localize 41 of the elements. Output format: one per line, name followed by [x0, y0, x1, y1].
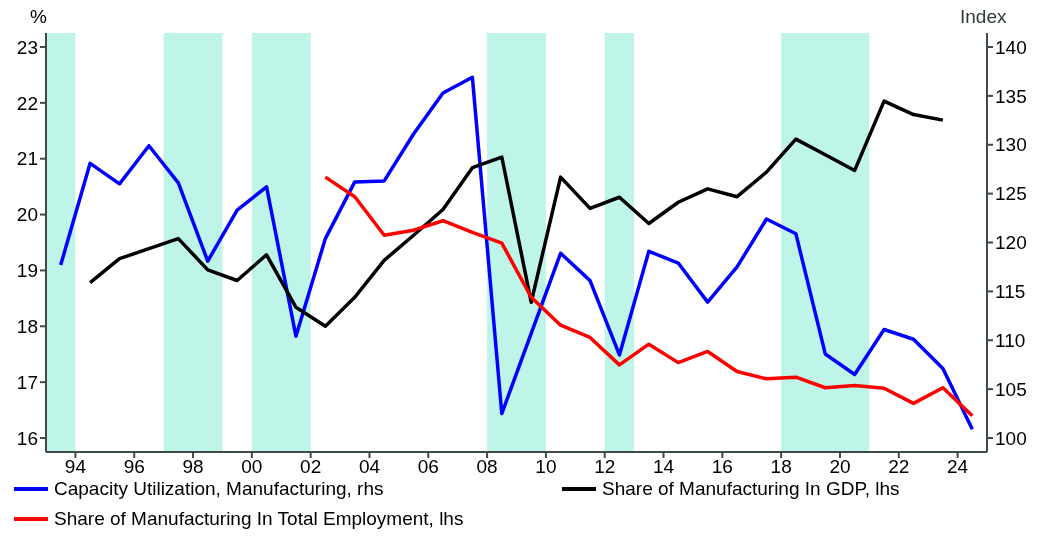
x-tick-label: 96 [123, 456, 145, 478]
y-axis-title: % [30, 6, 47, 28]
y2-tick-label: 120 [995, 232, 1027, 254]
y2-tick-label: 100 [995, 427, 1027, 449]
x-tick-label: 24 [947, 456, 969, 478]
line-series [58, 75, 975, 431]
line-series [323, 175, 975, 418]
y2-tick-label: 130 [995, 134, 1027, 156]
line-series [88, 99, 945, 329]
x-tick-label: 18 [770, 456, 792, 478]
y2-tick-label: 110 [995, 330, 1026, 352]
y-tick-label: 17 [16, 371, 38, 393]
y-tick-label: 16 [16, 427, 38, 449]
y2-axis-title: Index [960, 6, 1007, 28]
y-tick-label: 22 [16, 92, 38, 114]
x-tick-label: 06 [417, 456, 439, 478]
x-tick-label: 10 [535, 456, 557, 478]
x-tick-label: 14 [652, 456, 675, 478]
y-tick-label: 18 [16, 316, 38, 338]
x-tick-label: 04 [358, 456, 381, 478]
y2-tick-label: 135 [995, 85, 1027, 107]
x-tick-label: 16 [711, 456, 733, 478]
y2-tick-label: 115 [995, 281, 1026, 303]
legend-label: Share of Manufacturing In Total Employment, lhs [54, 508, 464, 530]
x-tick-label: 20 [829, 456, 851, 478]
y-tick-label: 20 [16, 204, 38, 226]
y-tick-label: 21 [16, 148, 38, 170]
y2-tick-label: 105 [995, 378, 1027, 400]
x-tick-label: 00 [241, 456, 263, 478]
y-tick-label: 23 [16, 36, 38, 58]
legend-label: Capacity Utilization, Manufacturing, rhs [54, 478, 384, 500]
y2-tick-label: 140 [995, 36, 1027, 58]
y-tick-label: 19 [16, 260, 38, 282]
x-tick-label: 98 [182, 456, 204, 478]
y2-tick-label: 125 [995, 183, 1027, 205]
x-tick-label: 94 [64, 456, 87, 478]
legend-label: Share of Manufacturing In GDP, lhs [602, 478, 900, 500]
x-tick-label: 22 [888, 456, 910, 478]
x-tick-label: 08 [476, 456, 498, 478]
x-tick-label: 12 [594, 456, 616, 478]
x-tick-label: 02 [300, 456, 322, 478]
